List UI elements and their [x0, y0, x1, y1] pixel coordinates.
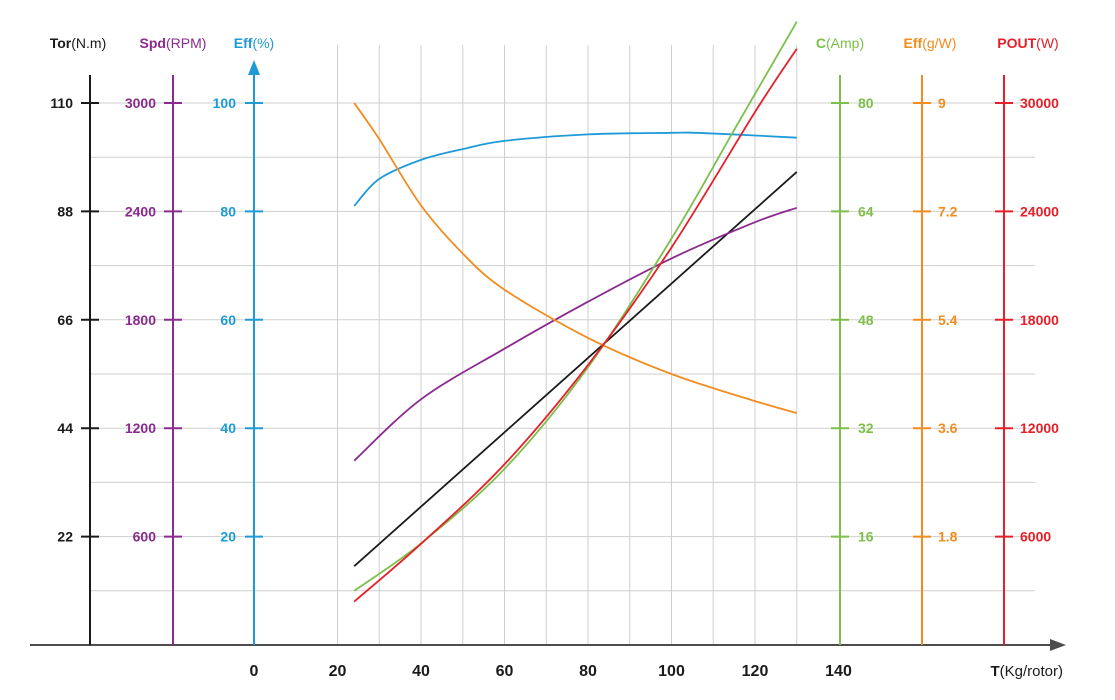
- pout-series-line: [353, 48, 798, 603]
- x-axis-title-name: T: [990, 663, 999, 680]
- current-tick-label: 64: [858, 203, 874, 219]
- spd-tick-label: 600: [133, 529, 157, 545]
- x-tick-label: 20: [329, 663, 347, 680]
- eff_pct-tick-label: 40: [220, 420, 236, 436]
- eff_pct-axis-title-unit: (%): [252, 35, 274, 51]
- eff_pct-axis-title: Eff(%): [234, 35, 274, 51]
- current-axis-title-unit: (Amp): [826, 35, 864, 51]
- spd-axis-title-name: Spd: [140, 35, 166, 51]
- x-tick-label: 120: [742, 663, 769, 680]
- pout-tick-label: 18000: [1020, 312, 1059, 328]
- x-axis-title: T(Kg/rotor): [990, 663, 1063, 680]
- current-tick-label: 32: [858, 420, 874, 436]
- spd-axis-title-unit: (RPM): [166, 35, 206, 51]
- current-tick-label: 48: [858, 312, 874, 328]
- eff_pct-tick-label: 60: [220, 312, 236, 328]
- pout-tick-label: 12000: [1020, 420, 1059, 436]
- eff_gw-axis-title-unit: (g/W): [922, 35, 956, 51]
- labels: 22446688110Tor(N.m)6001200180024003000Sp…: [50, 35, 1063, 680]
- x-tick-label: 40: [412, 663, 430, 680]
- current-tick-label: 80: [858, 95, 874, 111]
- series-lines: [353, 21, 798, 603]
- spd-tick-label: 2400: [125, 203, 156, 219]
- spd-tick-label: 3000: [125, 95, 156, 111]
- eff_gw-axis-title: Eff(g/W): [904, 35, 957, 51]
- current-tick-label: 16: [858, 529, 874, 545]
- x-tick-label: 0: [250, 663, 259, 680]
- tor-axis-title: Tor(N.m): [50, 35, 107, 51]
- eff_gw-tick-label: 7.2: [938, 203, 958, 219]
- pout-axis-title: POUT(W): [997, 35, 1058, 51]
- tor-axis-title-name: Tor: [50, 35, 72, 51]
- pout-tick-label: 24000: [1020, 203, 1059, 219]
- x-tick-label: 80: [579, 663, 597, 680]
- pout-axis-title-name: POUT: [997, 35, 1036, 51]
- x-tick-label: 140: [825, 663, 852, 680]
- x-tick-label: 100: [658, 663, 685, 680]
- current-axis-title: C(Amp): [816, 35, 864, 51]
- eff_gw-tick-label: 3.6: [938, 420, 958, 436]
- eff_pct-tick-label: 80: [220, 203, 236, 219]
- eff_pct-tick-label: 100: [213, 95, 237, 111]
- tor-axis-title-unit: (N.m): [71, 35, 106, 51]
- tor-tick-label: 66: [57, 312, 73, 328]
- tor-tick-label: 44: [57, 420, 73, 436]
- pout-tick-label: 6000: [1020, 529, 1051, 545]
- tor-tick-label: 110: [50, 95, 73, 111]
- pout-tick-label: 30000: [1020, 95, 1059, 111]
- eff_gw-tick-label: 9: [938, 95, 946, 111]
- eff_pct-series-line: [353, 131, 797, 207]
- spd-tick-label: 1200: [125, 420, 156, 436]
- x-axis-title-unit: (Kg/rotor): [1000, 663, 1063, 680]
- spd-axis-title: Spd(RPM): [140, 35, 207, 51]
- axes: [30, 60, 1066, 651]
- current-axis-title-name: C: [816, 35, 826, 51]
- pout-axis-title-unit: (W): [1036, 35, 1059, 51]
- eff_gw-tick-label: 1.8: [938, 529, 958, 545]
- spd-tick-label: 1800: [125, 312, 156, 328]
- eff_gw-axis-title-name: Eff: [904, 35, 923, 51]
- spd-series-line: [353, 206, 798, 462]
- eff-axis-arrow-icon: [248, 60, 260, 75]
- tor-tick-label: 22: [57, 529, 73, 545]
- x-axis-arrow-icon: [1050, 639, 1066, 651]
- tor-tick-label: 88: [57, 203, 73, 219]
- grid-lines: [90, 45, 1035, 645]
- tor-series-line: [353, 171, 798, 567]
- eff_pct-axis-title-name: Eff: [234, 35, 253, 51]
- x-tick-label: 60: [496, 663, 514, 680]
- eff_gw-series-line: [353, 102, 798, 414]
- eff_pct-tick-label: 20: [220, 529, 236, 545]
- eff_gw-tick-label: 5.4: [938, 312, 958, 328]
